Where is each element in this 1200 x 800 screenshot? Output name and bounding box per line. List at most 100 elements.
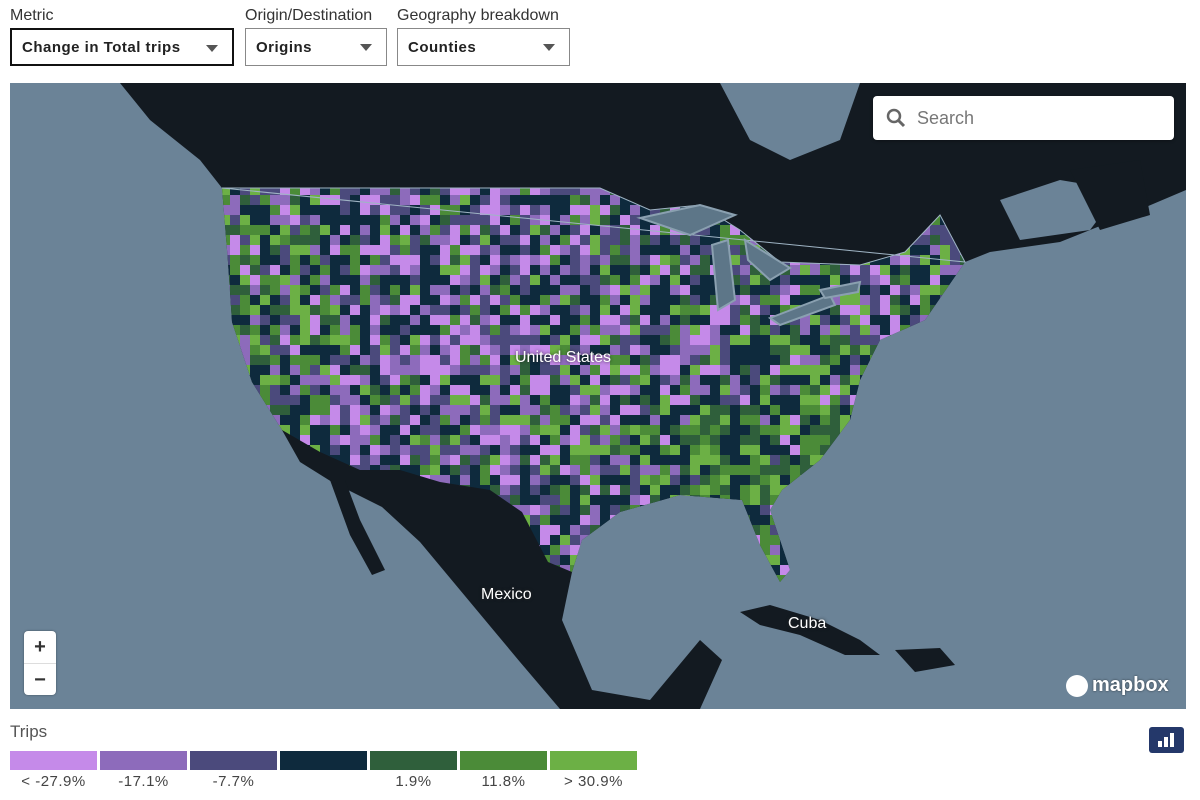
- county: [630, 235, 640, 245]
- search-box[interactable]: Search: [873, 96, 1174, 140]
- county: [270, 205, 280, 215]
- county: [920, 275, 930, 285]
- county: [440, 235, 450, 245]
- county: [290, 285, 300, 295]
- county: [640, 205, 650, 215]
- county: [460, 275, 470, 285]
- zoom-out[interactable]: −: [24, 663, 56, 696]
- county: [590, 195, 600, 205]
- county: [570, 205, 580, 215]
- county: [560, 315, 570, 325]
- county: [550, 495, 560, 505]
- county: [250, 225, 260, 235]
- county: [700, 295, 710, 305]
- chart-toggle[interactable]: [1149, 727, 1184, 753]
- county: [240, 345, 250, 355]
- county: [500, 395, 510, 405]
- county: [730, 345, 740, 355]
- metric-select[interactable]: Change in Total trips: [10, 28, 234, 66]
- county: [360, 195, 370, 205]
- county: [310, 205, 320, 215]
- county: [750, 315, 760, 325]
- select-value: Counties: [408, 38, 477, 56]
- county: [590, 285, 600, 295]
- county: [700, 415, 710, 425]
- county: [400, 275, 410, 285]
- county: [430, 415, 440, 425]
- county: [850, 365, 860, 375]
- county: [560, 525, 570, 535]
- county: [660, 305, 670, 315]
- county: [250, 215, 260, 225]
- county: [430, 465, 440, 475]
- county: [650, 305, 660, 315]
- county: [640, 375, 650, 385]
- county: [420, 355, 430, 365]
- newfoundland: [1070, 160, 1150, 230]
- county: [600, 215, 610, 225]
- county: [780, 445, 790, 455]
- county: [400, 235, 410, 245]
- county-layer: [222, 188, 965, 582]
- map-label: Mexico: [481, 586, 532, 603]
- map[interactable]: United States Mexico Cuba: [10, 83, 1186, 709]
- county: [760, 345, 770, 355]
- county: [330, 445, 340, 455]
- county: [450, 425, 460, 435]
- county: [700, 265, 710, 275]
- county: [820, 265, 830, 275]
- county: [860, 315, 870, 325]
- county: [500, 335, 510, 345]
- county: [720, 345, 730, 355]
- county: [530, 525, 540, 535]
- county: [520, 475, 530, 485]
- county: [710, 285, 720, 295]
- county: [740, 245, 750, 255]
- zoom-in[interactable]: +: [34, 636, 46, 658]
- county: [630, 465, 640, 475]
- county: [630, 455, 640, 465]
- county: [370, 375, 380, 385]
- county: [430, 365, 440, 375]
- county: [860, 345, 870, 355]
- county: [530, 505, 540, 515]
- county: [222, 205, 230, 215]
- attribution[interactable]: mapbox: [1066, 674, 1169, 697]
- county: [770, 285, 780, 295]
- county: [510, 195, 520, 205]
- county: [540, 285, 550, 295]
- county: [600, 465, 610, 475]
- county: [290, 275, 300, 285]
- legend-swatch: [100, 751, 187, 770]
- origin-select[interactable]: Origins: [245, 28, 387, 66]
- county: [580, 295, 590, 305]
- county: [560, 235, 570, 245]
- county: [270, 275, 280, 285]
- county: [300, 245, 310, 255]
- county: [390, 305, 400, 315]
- county: [410, 188, 420, 195]
- county: [860, 305, 870, 315]
- county: [290, 395, 300, 405]
- county: [500, 355, 510, 365]
- county: [760, 305, 770, 315]
- county: [670, 365, 680, 375]
- county: [320, 305, 330, 315]
- county: [300, 275, 310, 285]
- county: [540, 335, 550, 345]
- geography-select[interactable]: Counties: [397, 28, 570, 66]
- county: [480, 355, 490, 365]
- county: [420, 425, 430, 435]
- county: [570, 195, 580, 205]
- county: [530, 465, 540, 475]
- county: [940, 275, 950, 285]
- county: [560, 425, 570, 435]
- county: [590, 415, 600, 425]
- county: [680, 385, 690, 395]
- county: [520, 265, 530, 275]
- county: [360, 325, 370, 335]
- county: [290, 315, 300, 325]
- county: [290, 195, 300, 205]
- county: [430, 305, 440, 315]
- county: [550, 455, 560, 465]
